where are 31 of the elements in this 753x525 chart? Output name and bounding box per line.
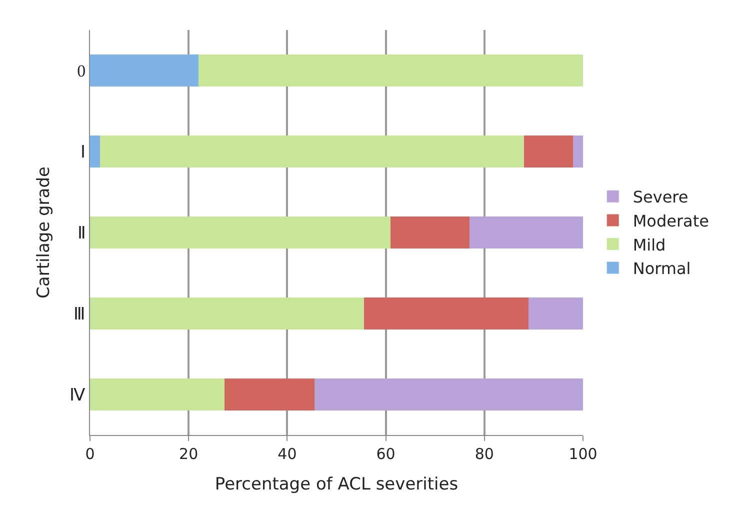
legend-label: Mild [632, 235, 666, 254]
bar [90, 54, 198, 87]
y-tick-label: Ⅳ [70, 385, 86, 404]
bar [90, 378, 225, 411]
bar [90, 135, 100, 168]
bar [573, 135, 583, 168]
bar [90, 216, 391, 249]
bar [364, 297, 528, 330]
bar [224, 378, 314, 411]
y-tick-label: Ⅱ [78, 223, 86, 242]
bar [198, 54, 583, 87]
y-axis-title: Cartilage grade [34, 166, 54, 298]
legend-label: Normal [632, 259, 691, 278]
legend-label: Moderate [632, 211, 709, 230]
bar [524, 135, 574, 168]
y-tick-label: Ⅲ [74, 304, 86, 324]
x-tick-label: 60 [376, 445, 396, 463]
bar [390, 216, 470, 249]
bar [314, 378, 583, 411]
bar [100, 135, 524, 168]
y-tick-label: 0 [77, 61, 86, 80]
y-tick-label: Ⅰ [80, 142, 86, 162]
x-tick-label: 100 [568, 445, 598, 463]
legend-label: Severe [632, 188, 688, 207]
x-tick-label: 20 [179, 445, 198, 463]
bar [90, 297, 364, 330]
x-tick-label: 40 [278, 445, 297, 463]
x-axis-title: Percentage of ACL severities [214, 474, 458, 494]
x-tick-label: 80 [474, 445, 494, 463]
bar [528, 297, 583, 330]
bar [470, 216, 583, 249]
